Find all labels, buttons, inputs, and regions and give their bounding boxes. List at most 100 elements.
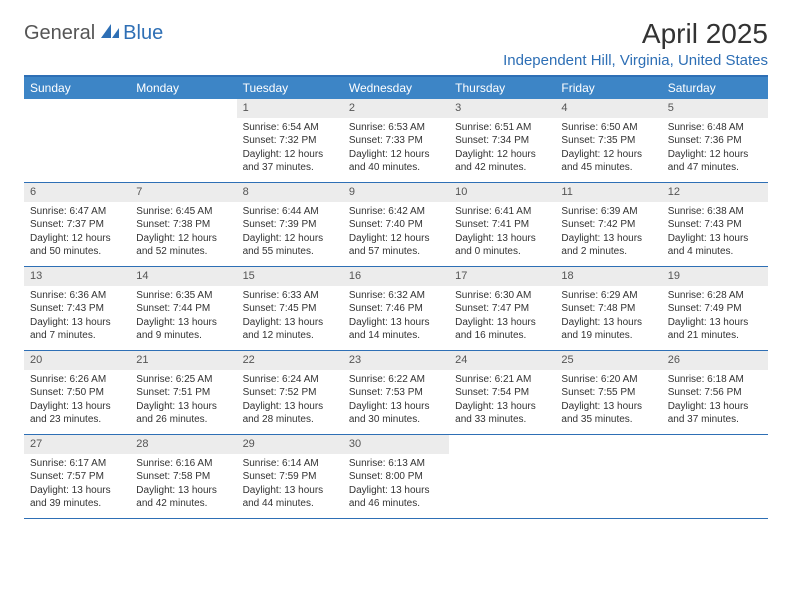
day-body: Sunrise: 6:44 AMSunset: 7:39 PMDaylight:… xyxy=(237,202,343,265)
day-line: Daylight: 13 hours and 37 minutes. xyxy=(668,400,762,427)
calendar-cell: 26 Sunrise: 6:18 AMSunset: 7:56 PMDayligh… xyxy=(662,351,768,435)
day-line: Daylight: 12 hours and 50 minutes. xyxy=(30,232,124,259)
day-line: Sunset: 7:45 PM xyxy=(243,302,337,316)
day-number: 16 xyxy=(343,267,449,286)
logo-text-blue: Blue xyxy=(123,22,163,45)
calendar-cell: 5Sunrise: 6:48 AMSunset: 7:36 PMDaylight… xyxy=(662,99,768,183)
day-line: Sunset: 7:57 PM xyxy=(30,470,124,484)
day-body: Sunrise: 6:54 AMSunset: 7:32 PMDaylight:… xyxy=(237,118,343,181)
day-number: 17 xyxy=(449,267,555,286)
day-number xyxy=(449,435,555,454)
day-line: Sunset: 7:56 PM xyxy=(668,386,762,400)
day-body: Sunrise: 6:41 AMSunset: 7:41 PMDaylight:… xyxy=(449,202,555,265)
day-number: 11 xyxy=(555,183,661,202)
day-line: Sunset: 7:41 PM xyxy=(455,218,549,232)
calendar-cell: 29Sunrise: 6:14 AMSunset: 7:59 PMDayligh… xyxy=(237,435,343,519)
day-line: Sunset: 7:52 PM xyxy=(243,386,337,400)
day-body: Sunrise: 6:45 AMSunset: 7:38 PMDaylight:… xyxy=(130,202,236,265)
day-body: Sunrise: 6:25 AMSunset: 7:51 PMDaylight:… xyxy=(130,370,236,433)
day-line: Daylight: 13 hours and 4 minutes. xyxy=(668,232,762,259)
day-line: Sunrise: 6:18 AM xyxy=(668,373,762,387)
day-number: 24 xyxy=(449,351,555,370)
day-line: Sunrise: 6:44 AM xyxy=(243,205,337,219)
day-line: Sunrise: 6:38 AM xyxy=(668,205,762,219)
day-line: Sunset: 7:35 PM xyxy=(561,134,655,148)
day-line: Sunset: 7:55 PM xyxy=(561,386,655,400)
calendar-cell: 4Sunrise: 6:50 AMSunset: 7:35 PMDaylight… xyxy=(555,99,661,183)
location-label: Independent Hill, Virginia, United State… xyxy=(503,52,768,69)
calendar-cell: 30Sunrise: 6:13 AMSunset: 8:00 PMDayligh… xyxy=(343,435,449,519)
calendar-cell: 12 Sunrise: 6:38 AMSunset: 7:43 PMDayligh… xyxy=(662,183,768,267)
calendar-cell: 15Sunrise: 6:33 AMSunset: 7:45 PMDayligh… xyxy=(237,267,343,351)
day-line: Sunset: 7:39 PM xyxy=(243,218,337,232)
calendar-cell xyxy=(555,435,661,519)
day-body: Sunrise: 6:50 AMSunset: 7:35 PMDaylight:… xyxy=(555,118,661,181)
day-line: Daylight: 13 hours and 21 minutes. xyxy=(668,316,762,343)
day-number: 20 xyxy=(24,351,130,370)
day-number xyxy=(24,99,130,118)
day-body: Sunrise: 6:51 AMSunset: 7:34 PMDaylight:… xyxy=(449,118,555,181)
day-number: 23 xyxy=(343,351,449,370)
calendar-cell: 9Sunrise: 6:42 AMSunset: 7:40 PMDaylight… xyxy=(343,183,449,267)
day-line: Sunrise: 6:20 AM xyxy=(561,373,655,387)
day-number: 25 xyxy=(555,351,661,370)
day-line: Daylight: 13 hours and 46 minutes. xyxy=(349,484,443,511)
day-line: Daylight: 13 hours and 7 minutes. xyxy=(30,316,124,343)
calendar-cell: 18Sunrise: 6:29 AMSunset: 7:48 PMDayligh… xyxy=(555,267,661,351)
day-line: Sunrise: 6:39 AM xyxy=(561,205,655,219)
day-line: Sunrise: 6:42 AM xyxy=(349,205,443,219)
day-body: Sunrise: 6:48 AMSunset: 7:36 PMDaylight:… xyxy=(662,118,768,181)
day-number: 5 xyxy=(662,99,768,118)
day-line: Sunrise: 6:14 AM xyxy=(243,457,337,471)
day-number: 26 xyxy=(662,351,768,370)
day-line: Sunset: 7:49 PM xyxy=(668,302,762,316)
day-line: Daylight: 13 hours and 23 minutes. xyxy=(30,400,124,427)
day-line: Sunset: 7:37 PM xyxy=(30,218,124,232)
day-line: Sunrise: 6:53 AM xyxy=(349,121,443,135)
day-header: Sunday xyxy=(24,77,130,99)
day-line: Sunset: 7:36 PM xyxy=(668,134,762,148)
day-body: Sunrise: 6:14 AMSunset: 7:59 PMDaylight:… xyxy=(237,454,343,517)
day-body: Sunrise: 6:53 AMSunset: 7:33 PMDaylight:… xyxy=(343,118,449,181)
day-number: 12 xyxy=(662,183,768,202)
calendar-cell: 22Sunrise: 6:24 AMSunset: 7:52 PMDayligh… xyxy=(237,351,343,435)
day-line: Sunset: 7:43 PM xyxy=(668,218,762,232)
day-line: Sunset: 8:00 PM xyxy=(349,470,443,484)
day-header: Wednesday xyxy=(343,77,449,99)
day-line: Daylight: 13 hours and 0 minutes. xyxy=(455,232,549,259)
day-number: 18 xyxy=(555,267,661,286)
day-body: Sunrise: 6:30 AMSunset: 7:47 PMDaylight:… xyxy=(449,286,555,349)
day-number: 6 xyxy=(24,183,130,202)
day-body: Sunrise: 6:16 AMSunset: 7:58 PMDaylight:… xyxy=(130,454,236,517)
day-line: Sunrise: 6:35 AM xyxy=(136,289,230,303)
day-line: Sunset: 7:54 PM xyxy=(455,386,549,400)
day-number: 10 xyxy=(449,183,555,202)
calendar-cell: 20Sunrise: 6:26 AMSunset: 7:50 PMDayligh… xyxy=(24,351,130,435)
day-line: Sunset: 7:50 PM xyxy=(30,386,124,400)
day-line: Sunrise: 6:41 AM xyxy=(455,205,549,219)
day-line: Daylight: 13 hours and 33 minutes. xyxy=(455,400,549,427)
day-header: Monday xyxy=(130,77,236,99)
calendar-cell: 28Sunrise: 6:16 AMSunset: 7:58 PMDayligh… xyxy=(130,435,236,519)
day-line: Daylight: 12 hours and 42 minutes. xyxy=(455,148,549,175)
day-line: Daylight: 13 hours and 9 minutes. xyxy=(136,316,230,343)
day-body: Sunrise: 6:36 AMSunset: 7:43 PMDaylight:… xyxy=(24,286,130,349)
calendar-grid: SundayMondayTuesdayWednesdayThursdayFrid… xyxy=(24,75,768,519)
day-number: 27 xyxy=(24,435,130,454)
day-line: Sunrise: 6:32 AM xyxy=(349,289,443,303)
day-line: Daylight: 12 hours and 57 minutes. xyxy=(349,232,443,259)
day-line: Daylight: 12 hours and 47 minutes. xyxy=(668,148,762,175)
day-line: Daylight: 12 hours and 52 minutes. xyxy=(136,232,230,259)
calendar-cell: 14Sunrise: 6:35 AMSunset: 7:44 PMDayligh… xyxy=(130,267,236,351)
day-line: Sunset: 7:42 PM xyxy=(561,218,655,232)
page-title: April 2025 xyxy=(503,18,768,50)
day-line: Sunset: 7:46 PM xyxy=(349,302,443,316)
day-number: 9 xyxy=(343,183,449,202)
day-line: Daylight: 12 hours and 45 minutes. xyxy=(561,148,655,175)
day-line: Sunset: 7:59 PM xyxy=(243,470,337,484)
day-line: Sunset: 7:34 PM xyxy=(455,134,549,148)
day-number xyxy=(555,435,661,454)
day-line: Sunrise: 6:24 AM xyxy=(243,373,337,387)
day-line: Daylight: 13 hours and 2 minutes. xyxy=(561,232,655,259)
day-line: Daylight: 12 hours and 37 minutes. xyxy=(243,148,337,175)
